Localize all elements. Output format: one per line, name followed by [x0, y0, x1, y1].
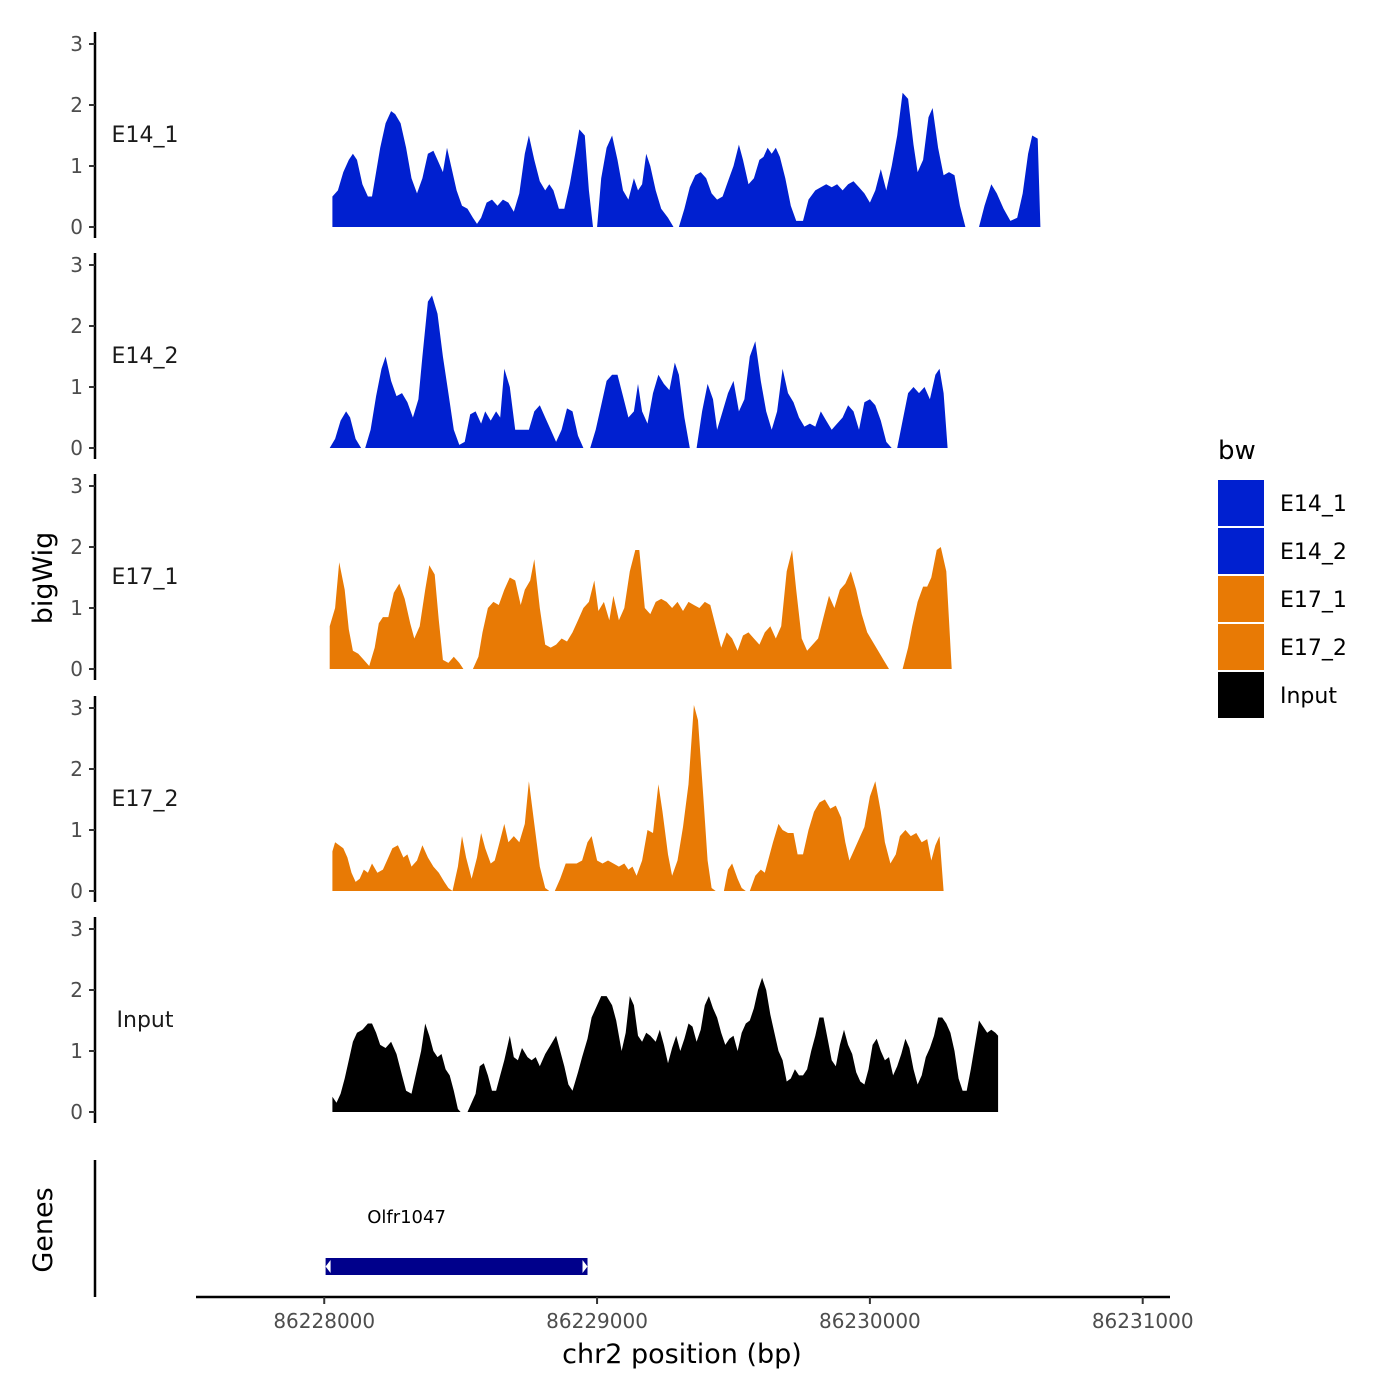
coverage-area-e17-1	[329, 547, 952, 669]
legend-swatch	[1218, 480, 1264, 526]
legend-swatch	[1218, 672, 1264, 718]
gene-olfr1047: Olfr1047	[325, 1207, 588, 1275]
y-tick-label: 2	[70, 314, 83, 338]
coverage-area-input	[332, 977, 999, 1112]
legend-item-e17-1: E17_1	[1218, 576, 1347, 622]
coverage-tracks: 0 1 2 3 E14_1 0 1 2 3 E14_2 0 1 2 3 E17_1 0 1 2 3 E17_2 0 1 2 3…	[70, 32, 1041, 1124]
y-tick-label: 1	[70, 375, 83, 399]
legend-item-input: Input	[1218, 672, 1337, 718]
legend-item-e14-2: E14_2	[1218, 528, 1347, 574]
legend-title: bw	[1218, 436, 1256, 466]
y-tick-label: 0	[70, 1100, 83, 1124]
legend-label: E17_1	[1280, 588, 1347, 613]
track-e17-1: 0 1 2 3 E17_1	[70, 474, 952, 681]
legend-item-e14-1: E14_1	[1218, 480, 1347, 526]
coverage-area-e14-1	[332, 92, 1041, 227]
gene-body	[325, 1258, 588, 1275]
y-tick-label: 0	[70, 879, 83, 903]
track-label: E14_2	[112, 344, 179, 369]
y-tick-label: 1	[70, 596, 83, 620]
legend: bw E14_1 E14_2 E17_1 E17_2 Input	[1218, 436, 1347, 718]
y-tick-label: 0	[70, 215, 83, 239]
legend-swatch	[1218, 528, 1264, 574]
y-axis-title: bigWig	[28, 532, 59, 625]
y-tick-label: 3	[70, 474, 83, 498]
y-tick-label: 0	[70, 657, 83, 681]
legend-item-e17-2: E17_2	[1218, 624, 1347, 670]
x-tick-label: 86230000	[819, 1309, 921, 1333]
x-tick-label: 86228000	[273, 1309, 375, 1333]
genes-axis-title: Genes	[28, 1187, 59, 1272]
gene-label: Olfr1047	[367, 1207, 446, 1228]
y-tick-label: 2	[70, 978, 83, 1002]
legend-label: Input	[1280, 684, 1337, 709]
track-e14-1: 0 1 2 3 E14_1	[70, 32, 1041, 239]
legend-label: E17_2	[1280, 636, 1347, 661]
coverage-area-e14-2	[329, 295, 948, 448]
y-tick-label: 1	[70, 154, 83, 178]
x-tick-label: 86229000	[546, 1309, 648, 1333]
track-label: Input	[117, 1008, 174, 1033]
x-axis: 86228000 86229000 86230000 86231000	[196, 1295, 1194, 1333]
track-label: E14_1	[112, 123, 179, 148]
y-tick-label: 1	[70, 1039, 83, 1063]
track-e14-2: 0 1 2 3 E14_2	[70, 253, 948, 460]
x-axis-title: chr2 position (bp)	[562, 1339, 802, 1370]
gene-track: Olfr1047	[93, 1160, 588, 1297]
y-tick-label: 2	[70, 535, 83, 559]
y-tick-label: 2	[70, 93, 83, 117]
y-tick-label: 1	[70, 818, 83, 842]
legend-label: E14_2	[1280, 540, 1347, 565]
coverage-area-e17-2	[332, 705, 944, 891]
legend-swatch	[1218, 576, 1264, 622]
x-tick-label: 86231000	[1092, 1309, 1194, 1333]
y-tick-label: 3	[70, 253, 83, 277]
y-tick-label: 3	[70, 696, 83, 720]
legend-label: E14_1	[1280, 492, 1347, 517]
track-e17-2: 0 1 2 3 E17_2	[70, 696, 944, 903]
y-tick-label: 2	[70, 757, 83, 781]
y-tick-label: 3	[70, 917, 83, 941]
track-label: E17_1	[112, 565, 179, 590]
legend-swatch	[1218, 624, 1264, 670]
y-tick-label: 3	[70, 32, 83, 56]
y-tick-label: 0	[70, 436, 83, 460]
track-input: 0 1 2 3 Input	[70, 917, 999, 1124]
track-label: E17_2	[112, 787, 179, 812]
